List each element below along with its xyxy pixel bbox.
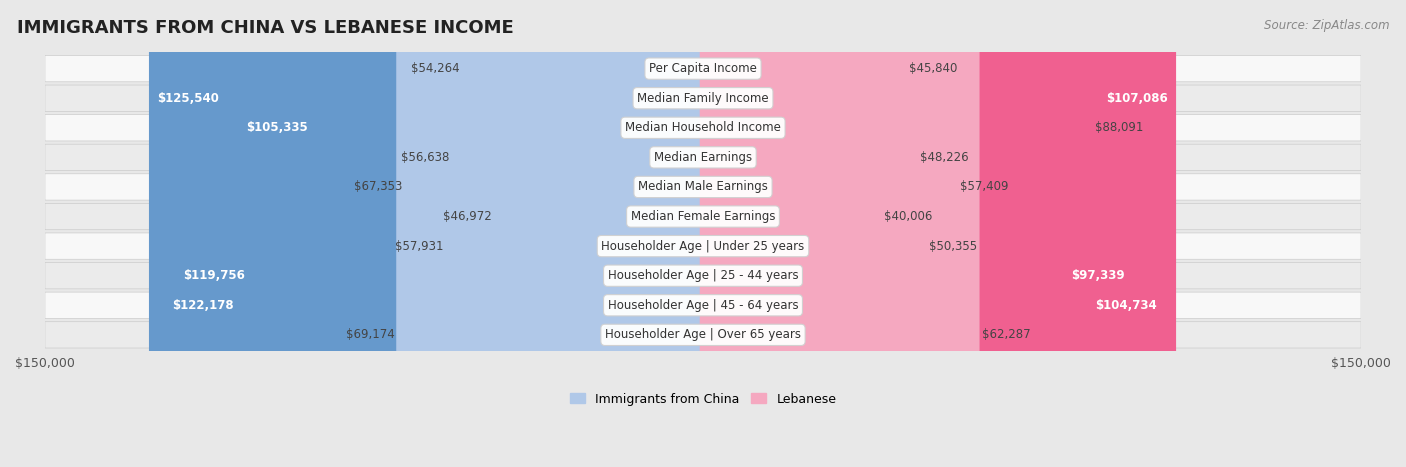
FancyBboxPatch shape <box>700 0 957 467</box>
Text: Householder Age | 45 - 64 years: Householder Age | 45 - 64 years <box>607 299 799 312</box>
FancyBboxPatch shape <box>396 0 706 467</box>
FancyBboxPatch shape <box>700 0 882 467</box>
FancyBboxPatch shape <box>45 144 1361 170</box>
Text: $97,339: $97,339 <box>1071 269 1125 282</box>
FancyBboxPatch shape <box>174 0 706 467</box>
FancyBboxPatch shape <box>45 56 1361 82</box>
FancyBboxPatch shape <box>45 292 1361 318</box>
Text: $54,264: $54,264 <box>411 62 460 75</box>
Text: Source: ZipAtlas.com: Source: ZipAtlas.com <box>1264 19 1389 32</box>
Text: $50,355: $50,355 <box>929 240 977 253</box>
FancyBboxPatch shape <box>405 0 706 467</box>
Text: $122,178: $122,178 <box>173 299 233 312</box>
FancyBboxPatch shape <box>45 203 1361 230</box>
Text: Median Earnings: Median Earnings <box>654 151 752 164</box>
Legend: Immigrants from China, Lebanese: Immigrants from China, Lebanese <box>565 388 841 410</box>
FancyBboxPatch shape <box>700 0 927 467</box>
Text: $57,931: $57,931 <box>395 240 443 253</box>
Text: $57,409: $57,409 <box>960 180 1008 193</box>
FancyBboxPatch shape <box>700 0 918 467</box>
Text: IMMIGRANTS FROM CHINA VS LEBANESE INCOME: IMMIGRANTS FROM CHINA VS LEBANESE INCOME <box>17 19 513 37</box>
Text: Per Capita Income: Per Capita Income <box>650 62 756 75</box>
Text: $67,353: $67,353 <box>354 180 402 193</box>
FancyBboxPatch shape <box>45 85 1361 111</box>
Text: Householder Age | 25 - 44 years: Householder Age | 25 - 44 years <box>607 269 799 282</box>
FancyBboxPatch shape <box>700 0 1166 467</box>
Text: $45,840: $45,840 <box>910 62 957 75</box>
Text: $56,638: $56,638 <box>401 151 450 164</box>
Text: $69,174: $69,174 <box>346 328 394 341</box>
Text: $48,226: $48,226 <box>920 151 969 164</box>
FancyBboxPatch shape <box>700 0 1133 467</box>
FancyBboxPatch shape <box>700 0 1175 467</box>
Text: Median Female Earnings: Median Female Earnings <box>631 210 775 223</box>
Text: $88,091: $88,091 <box>1095 121 1143 134</box>
FancyBboxPatch shape <box>45 114 1361 141</box>
Text: Median Male Earnings: Median Male Earnings <box>638 180 768 193</box>
FancyBboxPatch shape <box>446 0 706 467</box>
Text: Median Household Income: Median Household Income <box>626 121 780 134</box>
FancyBboxPatch shape <box>45 233 1361 259</box>
FancyBboxPatch shape <box>163 0 706 467</box>
Text: Median Family Income: Median Family Income <box>637 92 769 105</box>
FancyBboxPatch shape <box>494 0 706 467</box>
FancyBboxPatch shape <box>45 262 1361 289</box>
Text: $107,086: $107,086 <box>1105 92 1167 105</box>
FancyBboxPatch shape <box>700 0 907 467</box>
Text: $125,540: $125,540 <box>157 92 219 105</box>
Text: $104,734: $104,734 <box>1095 299 1157 312</box>
FancyBboxPatch shape <box>461 0 706 467</box>
Text: Householder Age | Under 25 years: Householder Age | Under 25 years <box>602 240 804 253</box>
FancyBboxPatch shape <box>149 0 706 467</box>
FancyBboxPatch shape <box>45 322 1361 348</box>
FancyBboxPatch shape <box>238 0 706 467</box>
Text: $119,756: $119,756 <box>183 269 245 282</box>
FancyBboxPatch shape <box>700 0 1092 467</box>
Text: Householder Age | Over 65 years: Householder Age | Over 65 years <box>605 328 801 341</box>
Text: $105,335: $105,335 <box>246 121 308 134</box>
Text: $40,006: $40,006 <box>884 210 932 223</box>
FancyBboxPatch shape <box>451 0 706 467</box>
Text: $62,287: $62,287 <box>981 328 1031 341</box>
Text: $46,972: $46,972 <box>443 210 492 223</box>
FancyBboxPatch shape <box>45 174 1361 200</box>
FancyBboxPatch shape <box>700 0 980 467</box>
